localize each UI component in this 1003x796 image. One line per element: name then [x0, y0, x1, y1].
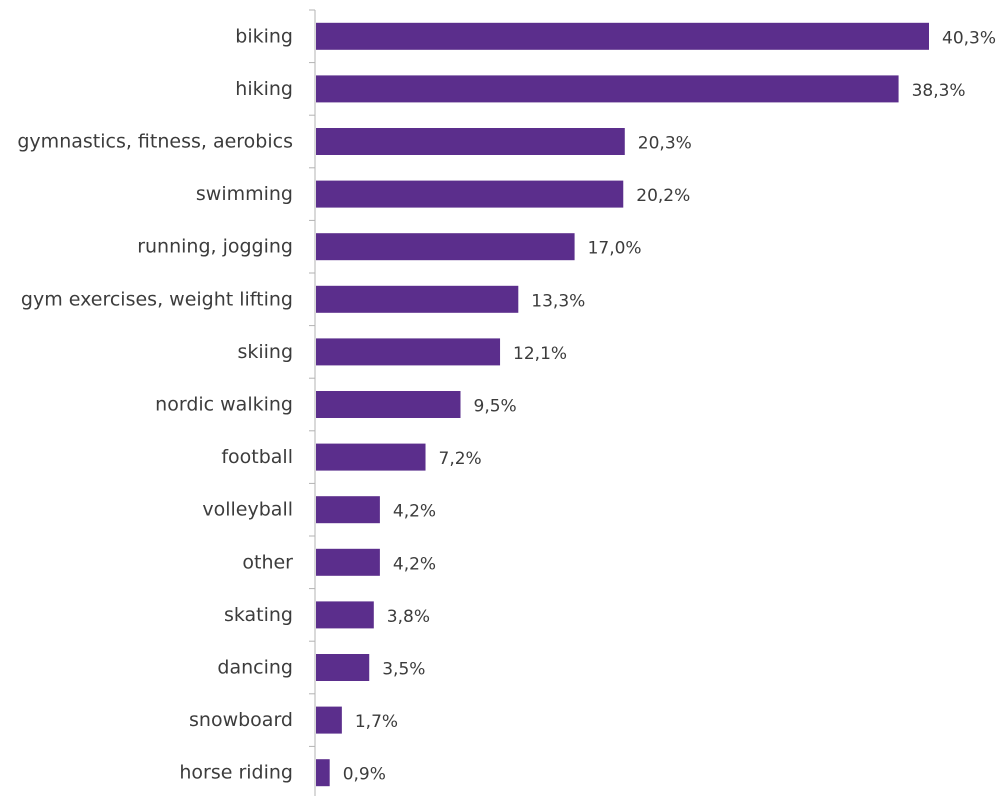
bar-4 — [316, 233, 575, 261]
value-label: 40,3% — [942, 28, 996, 48]
category-label: gymnastics, fitness, aerobics — [17, 131, 293, 153]
category-label: volleyball — [202, 499, 293, 521]
value-label: 9,5% — [474, 397, 517, 417]
bar-5 — [316, 285, 519, 313]
value-label: 7,2% — [439, 449, 482, 469]
value-label: 1,7% — [355, 712, 398, 732]
bar-0 — [316, 22, 929, 50]
category-label: nordic walking — [155, 394, 293, 416]
category-label: other — [242, 551, 293, 573]
category-labels: biking hiking gymnastics, fitness, aerobic… — [17, 25, 293, 783]
category-label: skiing — [237, 341, 293, 363]
bar-6 — [316, 338, 501, 366]
bar-8 — [316, 443, 426, 471]
value-labels: 40,3% 38,3% 20,3% 20,2% 17,0% 13,3% 12,1% 9,5% 7… — [343, 28, 996, 784]
category-label: biking — [235, 25, 293, 47]
category-label: running, jogging — [137, 236, 293, 258]
value-label: 20,2% — [636, 186, 690, 206]
bars-group — [316, 22, 929, 787]
category-label: swimming — [196, 183, 293, 205]
value-label: 38,3% — [912, 81, 966, 101]
value-label: 20,3% — [638, 134, 692, 154]
bar-2 — [316, 128, 625, 155]
value-label: 13,3% — [531, 291, 585, 311]
value-label: 4,2% — [393, 502, 436, 522]
category-label: hiking — [235, 78, 293, 100]
value-label: 17,0% — [588, 239, 642, 259]
category-label: football — [221, 446, 293, 468]
bar-11 — [316, 601, 374, 629]
bar-1 — [316, 75, 899, 103]
value-label: 3,5% — [382, 660, 425, 680]
category-label: snowboard — [189, 709, 293, 731]
value-label: 3,8% — [387, 607, 430, 627]
bar-14 — [316, 759, 330, 787]
value-label: 0,9% — [343, 765, 386, 785]
bar-13 — [316, 706, 342, 734]
value-label: 4,2% — [393, 554, 436, 574]
value-label: 12,1% — [513, 344, 567, 364]
category-label: skating — [224, 604, 293, 626]
bar-7 — [316, 391, 461, 418]
bar-9 — [316, 496, 380, 524]
bar-10 — [316, 548, 380, 576]
category-label: gym exercises, weight lifting — [21, 288, 293, 310]
bar-3 — [316, 180, 624, 208]
category-label: dancing — [217, 657, 293, 679]
category-label: horse riding — [179, 762, 293, 784]
category-axis — [309, 9, 316, 796]
bar-12 — [316, 654, 370, 681]
